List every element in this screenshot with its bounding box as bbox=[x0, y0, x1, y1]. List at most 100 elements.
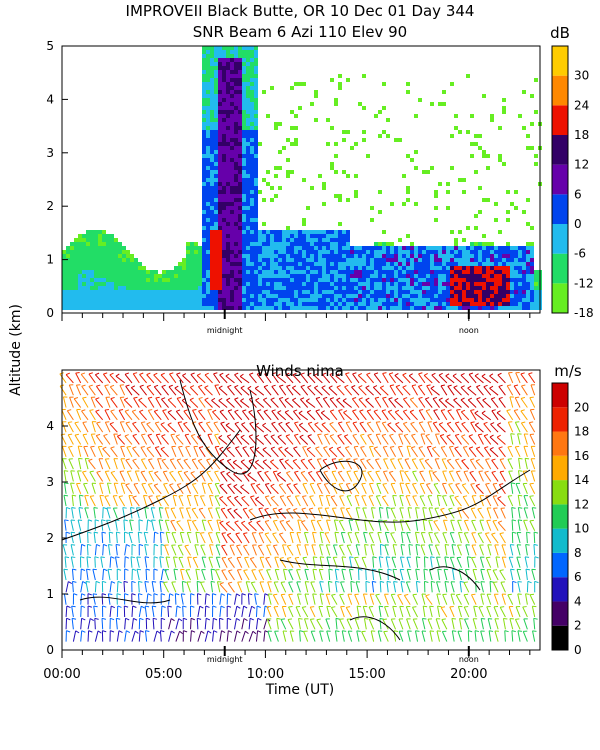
snr-cell bbox=[498, 294, 502, 298]
snr-cell bbox=[250, 266, 254, 270]
wind-barb-flag bbox=[88, 630, 93, 633]
wind-barb bbox=[325, 618, 331, 630]
snr-cell bbox=[262, 238, 266, 242]
wind-barb bbox=[344, 447, 353, 458]
wind-barb-flag bbox=[159, 519, 164, 521]
wind-barb bbox=[310, 520, 316, 531]
snr-cell bbox=[298, 262, 302, 266]
snr-cell bbox=[434, 282, 438, 286]
snr-cell bbox=[390, 294, 394, 298]
wind-barb bbox=[292, 399, 301, 408]
snr-cell bbox=[174, 290, 178, 294]
snr-cell bbox=[430, 254, 434, 258]
snr-cell bbox=[238, 114, 242, 118]
snr-cell bbox=[290, 246, 294, 250]
wind-barb bbox=[80, 581, 84, 593]
snr-cell bbox=[382, 250, 386, 254]
wind-barb bbox=[374, 397, 382, 408]
snr-cell bbox=[110, 234, 114, 238]
snr-cell bbox=[238, 258, 242, 262]
snr-cell bbox=[470, 294, 474, 298]
wind-barb bbox=[113, 433, 118, 445]
snr-cell bbox=[218, 298, 222, 302]
snr-colorbar-swatch bbox=[552, 224, 568, 254]
wind-barb bbox=[270, 448, 279, 458]
wind-barb bbox=[315, 471, 323, 482]
snr-cell bbox=[110, 238, 114, 242]
snr-cell bbox=[210, 194, 214, 198]
wind-barb bbox=[215, 557, 221, 568]
wind-barb bbox=[365, 568, 367, 581]
snr-cell bbox=[506, 282, 510, 286]
snr-colorbar-tick-label: 6 bbox=[574, 187, 582, 201]
snr-cell bbox=[502, 298, 506, 302]
snr-cell bbox=[210, 214, 214, 218]
snr-cell bbox=[514, 290, 518, 294]
snr-cell bbox=[106, 250, 110, 254]
snr-cell bbox=[474, 306, 478, 310]
snr-cell bbox=[414, 166, 418, 170]
snr-cell bbox=[206, 246, 210, 250]
wind-barb-flag bbox=[191, 507, 197, 510]
snr-cell bbox=[146, 294, 150, 298]
snr-cell bbox=[362, 282, 366, 286]
wind-barb-flag bbox=[198, 458, 203, 462]
snr-cell bbox=[226, 130, 230, 134]
snr-cell bbox=[470, 306, 474, 310]
snr-cell bbox=[302, 242, 306, 246]
snr-cell bbox=[218, 78, 222, 82]
wind-barb bbox=[191, 459, 199, 470]
snr-cell bbox=[234, 290, 238, 294]
snr-cell bbox=[530, 94, 534, 98]
snr-cell bbox=[254, 146, 258, 150]
snr-cell bbox=[502, 266, 506, 270]
snr-cell bbox=[454, 274, 458, 278]
snr-cell bbox=[126, 294, 130, 298]
snr-cell bbox=[218, 306, 222, 310]
wind-barb bbox=[355, 544, 360, 556]
wind-barb-flag bbox=[323, 470, 328, 473]
snr-cell bbox=[254, 182, 258, 186]
snr-cell bbox=[102, 286, 106, 290]
snr-cell bbox=[438, 270, 442, 274]
snr-cell bbox=[390, 202, 394, 206]
snr-cell bbox=[202, 86, 206, 90]
snr-cell bbox=[442, 258, 446, 262]
snr-cell bbox=[242, 70, 246, 74]
snr-cell bbox=[206, 106, 210, 110]
wind-barb-flag bbox=[221, 532, 226, 534]
wind-barb-flag bbox=[353, 458, 358, 460]
snr-cell bbox=[346, 294, 350, 298]
snr-cell bbox=[210, 190, 214, 194]
snr-cell bbox=[238, 62, 242, 66]
snr-cell bbox=[238, 46, 242, 50]
wind-barb bbox=[297, 519, 301, 531]
wind-barb bbox=[249, 496, 257, 507]
snr-cell bbox=[78, 278, 82, 282]
wind-barb bbox=[140, 447, 148, 458]
snr-cell bbox=[246, 66, 250, 70]
wind-barb-flag bbox=[227, 617, 232, 621]
wind-barb bbox=[315, 410, 323, 421]
snr-cell bbox=[86, 278, 90, 282]
wind-barb bbox=[227, 386, 235, 396]
snr-cell bbox=[214, 194, 218, 198]
snr-cell bbox=[230, 78, 234, 82]
snr-cell bbox=[102, 258, 106, 262]
wind-barb-flag bbox=[140, 470, 146, 473]
wind-barb bbox=[190, 374, 199, 384]
wind-barb-flag bbox=[234, 384, 239, 388]
wind-barb bbox=[255, 630, 259, 642]
snr-cell bbox=[270, 250, 274, 254]
wind-barb-flag bbox=[132, 446, 137, 449]
snr-cell bbox=[214, 46, 218, 50]
wind-barb-flag bbox=[169, 483, 174, 486]
wind-barb bbox=[59, 373, 67, 384]
snr-cell bbox=[466, 254, 470, 258]
snr-cell bbox=[314, 290, 318, 294]
wind-barb-flag bbox=[126, 630, 131, 634]
wind-barb-flag bbox=[248, 409, 253, 413]
wind-barb bbox=[300, 386, 309, 396]
snr-cell bbox=[450, 134, 454, 138]
